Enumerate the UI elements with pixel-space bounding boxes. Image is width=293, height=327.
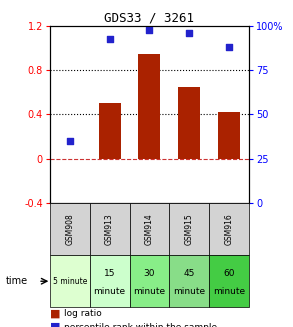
Text: time: time: [6, 276, 28, 286]
Point: [147, 27, 152, 32]
Text: GSM908: GSM908: [65, 213, 74, 245]
Text: minute: minute: [213, 287, 245, 296]
Text: percentile rank within the sample: percentile rank within the sample: [64, 322, 218, 327]
Point: [107, 36, 112, 41]
Text: 45: 45: [184, 269, 195, 278]
Text: log ratio: log ratio: [64, 309, 102, 318]
Bar: [139, 54, 160, 159]
Point: [187, 31, 192, 36]
Text: 15: 15: [104, 269, 115, 278]
Text: GSM915: GSM915: [185, 213, 194, 245]
Text: minute: minute: [173, 287, 205, 296]
Text: minute: minute: [93, 287, 126, 296]
Bar: [99, 103, 120, 159]
Bar: [218, 112, 240, 159]
Text: 30: 30: [144, 269, 155, 278]
Text: GSM914: GSM914: [145, 213, 154, 245]
Text: ■: ■: [50, 322, 60, 327]
Bar: [178, 87, 200, 159]
Point: [67, 138, 72, 144]
Text: GSM916: GSM916: [225, 213, 234, 245]
Text: ■: ■: [50, 309, 60, 319]
Text: GSM913: GSM913: [105, 213, 114, 245]
Text: 5 minute: 5 minute: [52, 277, 87, 286]
Text: 60: 60: [223, 269, 235, 278]
Text: minute: minute: [133, 287, 166, 296]
Title: GDS33 / 3261: GDS33 / 3261: [104, 12, 195, 25]
Point: [227, 45, 231, 50]
